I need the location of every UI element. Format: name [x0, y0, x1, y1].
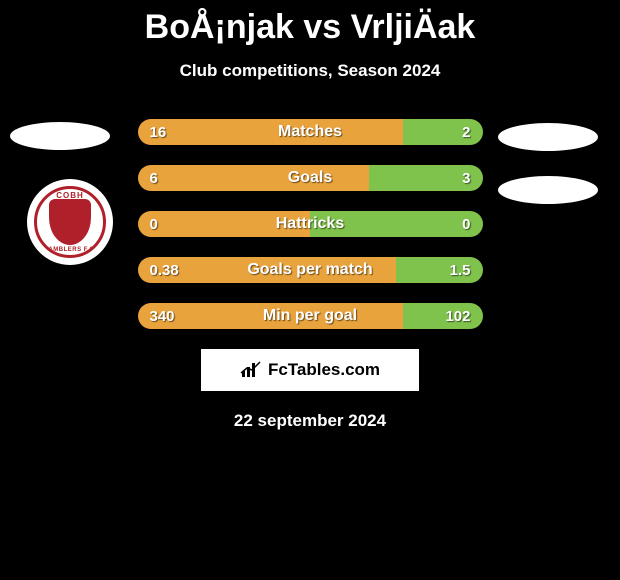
bar-value-left: 340	[150, 303, 175, 329]
page-subtitle: Club competitions, Season 2024	[0, 61, 620, 81]
bar-value-left: 6	[150, 165, 158, 191]
source-logo-box: FcTables.com	[201, 349, 419, 391]
bar-label: Goals	[138, 165, 483, 191]
player-badge-right-ellipse-2	[498, 176, 598, 204]
bar-value-right: 1.5	[450, 257, 471, 283]
date-text: 22 september 2024	[0, 411, 620, 431]
source-logo-text: FcTables.com	[268, 360, 380, 380]
bar-label: Matches	[138, 119, 483, 145]
bar-row: Matches16 2	[138, 119, 483, 145]
bar-value-left: 16	[150, 119, 167, 145]
bar-label: Min per goal	[138, 303, 483, 329]
bar-row: Min per goal340 102	[138, 303, 483, 329]
bar-value-right: 2	[462, 119, 470, 145]
player-badge-left-ellipse	[10, 122, 110, 150]
bar-value-right: 0	[462, 211, 470, 237]
bar-label: Hattricks	[138, 211, 483, 237]
bar-value-right: 102	[445, 303, 470, 329]
bar-row: Hattricks0 0	[138, 211, 483, 237]
club-badge-inner: COBH RAMBLERS F.C.	[34, 186, 106, 258]
page-title: BoÅ¡njak vs VrljiÄak	[0, 0, 620, 47]
bar-value-left: 0.38	[150, 257, 179, 283]
bar-row: Goals per match0.38 1.5	[138, 257, 483, 283]
bar-row: Goals6 3	[138, 165, 483, 191]
bar-value-right: 3	[462, 165, 470, 191]
club-badge-bottom-text: RAMBLERS F.C.	[37, 247, 103, 253]
player-badge-right-ellipse-1	[498, 123, 598, 151]
barchart-icon	[240, 361, 262, 379]
bar-label: Goals per match	[138, 257, 483, 283]
club-badge-left: COBH RAMBLERS F.C.	[27, 179, 113, 265]
bar-value-left: 0	[150, 211, 158, 237]
club-shield-icon	[49, 199, 91, 245]
comparison-bars: Matches16 2 Goals6 3 Hattricks0 0 Goals per ma…	[138, 119, 483, 329]
